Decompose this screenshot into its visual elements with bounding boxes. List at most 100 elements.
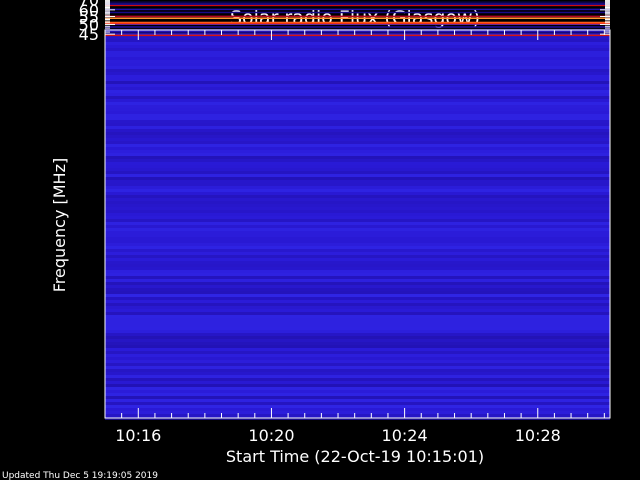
noise-row [105,60,610,63]
emission-band [105,26,610,28]
noise-row [105,354,610,357]
noise-row [105,243,610,246]
updated-footer: Updated Thu Dec 5 19:19:05 2019 [2,471,158,480]
y-tick-label: 50 [79,15,99,34]
noise-row [105,165,610,168]
noise-row [105,318,610,321]
noise-row [105,168,610,171]
noise-row [105,267,610,270]
noise-row [105,372,610,375]
noise-row [105,177,610,180]
noise-row [105,321,610,324]
noise-row [105,123,610,126]
emission-band [105,2,610,4]
noise-row [105,144,610,147]
noise-row [105,249,610,252]
noise-row [105,102,610,105]
emission-band [105,3,610,5]
noise-row [105,42,610,45]
y-tick-label: 55 [79,7,99,26]
noise-row [105,285,610,288]
noise-row [105,39,610,42]
y-tick-label: 70 [79,0,99,9]
plot-frame [104,29,611,419]
noise-row [105,108,610,111]
noise-row [105,192,610,195]
noise-row [105,258,610,261]
noise-row [105,180,610,183]
noise-row [105,45,610,48]
x-tick-label: 10:20 [248,426,294,445]
noise-row [105,276,610,279]
emission-band [105,4,610,7]
noise-row [105,129,610,132]
noise-row [105,348,610,351]
noise-row [105,393,610,396]
noise-row [105,297,610,300]
noise-row [105,282,610,285]
noise-row [105,255,610,258]
noise-row [105,87,610,90]
emission-band [105,22,610,25]
noise-row [105,36,610,39]
noise-row [105,381,610,384]
x-axis-label: Start Time (22-Oct-19 10:15:01) [226,447,484,466]
axes: 455055607080 10:16 10:20 10:24 10:28 [79,0,611,445]
noise-row [105,201,610,204]
noise-row [105,315,610,318]
noise-row [105,405,610,408]
noise-row [105,54,610,57]
noise-row [105,360,610,363]
noise-row [105,261,610,264]
noise-row [105,378,610,381]
emission-band [105,34,610,37]
noise-row [105,120,610,123]
y-axis-label: Frequency [MHz] [50,158,69,292]
emission-band [105,8,610,11]
noise-row [105,204,610,207]
noise-row [105,156,610,159]
noise-row [105,369,610,372]
noise-row [105,414,610,417]
noise-row [105,234,610,237]
noise-row [105,114,610,117]
noise-row [105,273,610,276]
noise-row [105,330,610,333]
noise-row [105,396,610,399]
noise-row [105,237,610,240]
noise-row [105,390,610,393]
noise-row [105,351,610,354]
noise-row [105,291,610,294]
noise-row [105,219,610,222]
noise-row [105,117,610,120]
noise-row [105,153,610,156]
noise-row [105,300,610,303]
x-tick-label: 10:16 [115,426,161,445]
y-tick-label: 80 [79,0,99,2]
noise-row [105,51,610,54]
noise-row [105,312,610,315]
noise-row [105,294,610,297]
noise-row [105,213,610,216]
noise-row [105,69,610,72]
noise-row [105,252,610,255]
y-tick-label: 60 [79,1,99,20]
noise-row [105,333,610,336]
noise-row [105,96,610,99]
noise-row [105,411,610,414]
noise-row [105,216,610,219]
noise-row [105,345,610,348]
emission-band [105,15,610,18]
noise-row [105,132,610,135]
noise-row [105,363,610,366]
noise-row [105,198,610,201]
emission-band [105,21,610,24]
noise-row [105,75,610,78]
noise-row [105,30,610,33]
noise-row [105,222,610,225]
noise-row [105,309,610,312]
noise-row [105,324,610,327]
noise-row [105,171,610,174]
noise-row [105,93,610,96]
